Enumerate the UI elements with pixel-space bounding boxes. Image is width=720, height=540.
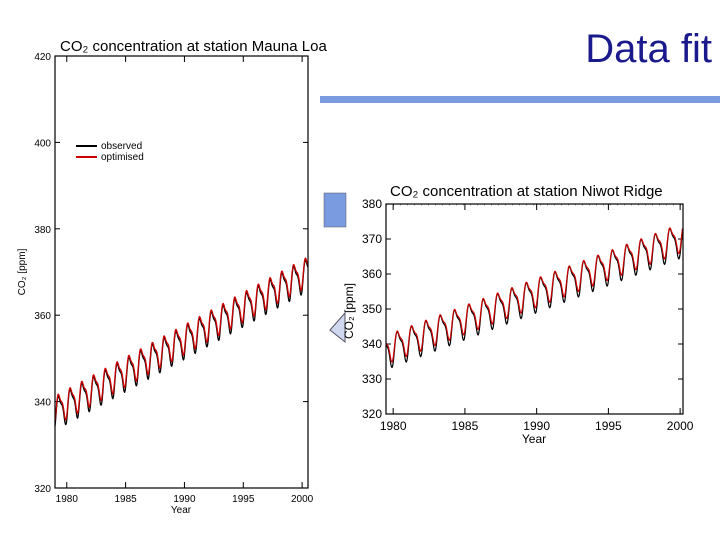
x-tick-label: 2000 [667, 419, 694, 433]
y-tick-label: 380 [34, 225, 51, 236]
chart2-y-ticks: 320 330 340 350 360 370 380 [362, 197, 683, 421]
chart2-plot-frame [385, 203, 684, 415]
chart-mauna-loa: CO₂ concentration at station Mauna Loa 3… [17, 38, 327, 516]
legend-label-optimised: optimised [101, 152, 144, 163]
title-accent-bar [320, 96, 720, 103]
y-tick-label: 420 [34, 52, 51, 63]
chart1-y-axis-label: CO₂ [ppm] [17, 248, 28, 295]
chart1-legend: observed optimised [76, 141, 144, 163]
x-tick-label: 1980 [380, 419, 407, 433]
chart2-x-ticks: 1980 1985 1990 1995 2000 [380, 204, 694, 433]
series-line-optimised [54, 257, 309, 422]
y-tick-label: 340 [34, 398, 51, 409]
x-tick-label: 1985 [114, 494, 137, 505]
y-tick-label: 360 [34, 311, 51, 322]
callout-box [323, 192, 347, 228]
y-tick-label: 320 [34, 484, 51, 495]
chart2-y-axis-label: CO₂ [ppm] [342, 283, 356, 339]
x-tick-label: 1990 [173, 494, 196, 505]
chart1-plot-frame [54, 55, 309, 489]
y-tick-label: 320 [362, 407, 382, 421]
y-tick-label: 380 [362, 197, 382, 211]
chart1-x-ticks: 1980 1985 1990 1995 2000 [56, 56, 314, 505]
chart1-background [55, 56, 308, 488]
x-tick-label: 1985 [452, 419, 479, 433]
x-tick-label: 1995 [595, 419, 622, 433]
y-tick-label: 370 [362, 232, 382, 246]
chart2-card [348, 182, 700, 439]
chart2-series-group [385, 227, 684, 369]
chart2-x-axis-label: Year [522, 432, 546, 446]
legend-label-observed: observed [101, 141, 142, 152]
x-tick-label: 1995 [232, 494, 255, 505]
series-line-observed [385, 228, 684, 369]
series-line-optimised [385, 227, 684, 363]
x-tick-label: 1990 [523, 419, 550, 433]
slide-title: Data fit [585, 27, 712, 71]
x-tick-label: 2000 [291, 494, 314, 505]
chart1-series-group [54, 257, 309, 427]
chart-niwot-ridge: CO₂ concentration at station Niwot Ridge… [342, 182, 700, 446]
y-tick-label: 360 [362, 267, 382, 281]
y-tick-label: 350 [362, 302, 382, 316]
x-tick-label: 1980 [56, 494, 79, 505]
chart1-x-axis-label: Year [171, 505, 192, 516]
y-tick-label: 330 [362, 372, 382, 386]
callout-arrow-icon [329, 311, 346, 344]
chart2-title: CO₂ concentration at station Niwot Ridge [390, 183, 663, 200]
y-tick-label: 400 [34, 138, 51, 149]
y-tick-label: 340 [362, 337, 382, 351]
chart1-title: CO₂ concentration at station Mauna Loa [60, 38, 327, 55]
